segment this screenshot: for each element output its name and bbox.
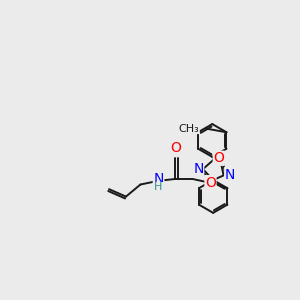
- Text: N: N: [225, 168, 235, 182]
- Text: O: O: [205, 176, 216, 190]
- Text: H: H: [154, 182, 163, 193]
- Text: N: N: [193, 162, 204, 176]
- Text: O: O: [170, 141, 181, 155]
- Text: O: O: [213, 151, 224, 165]
- Text: CH₃: CH₃: [178, 124, 199, 134]
- Text: N: N: [153, 172, 164, 186]
